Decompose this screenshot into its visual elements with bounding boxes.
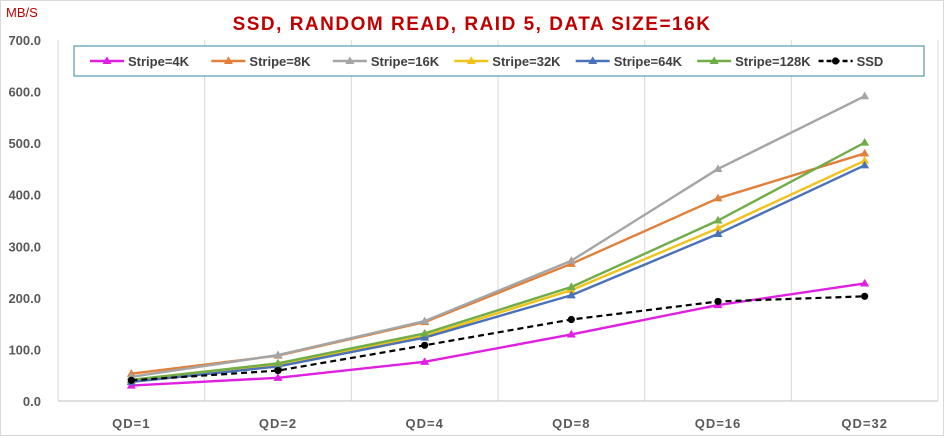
- y-tick-label: 200.0: [8, 291, 41, 306]
- chart-title: SSD, RANDOM READ, RAID 5, DATA SIZE=16K: [233, 14, 712, 35]
- x-tick-label: QD=16: [695, 416, 742, 431]
- legend-label: Stripe=64K: [614, 54, 683, 69]
- data-point: [713, 164, 723, 172]
- data-point: [860, 148, 870, 157]
- data-point: [420, 316, 430, 325]
- legend-label: Stripe=128K: [735, 54, 811, 69]
- axes: 0.0 100.0 200.0 300.0 400.0 500.0 600.0 700.0 QD…: [8, 33, 938, 431]
- legend-label: Stripe=32K: [492, 54, 561, 69]
- grid-lines: [57, 40, 939, 401]
- legend-item: Stripe=64K: [575, 54, 683, 69]
- legend-swatch-marker: [831, 57, 840, 65]
- data-point: [274, 366, 282, 375]
- y-tick-label: 700.0: [8, 33, 41, 48]
- data-point: [714, 297, 722, 306]
- legend-swatch-marker: [466, 56, 476, 65]
- y-tick-label: 300.0: [8, 239, 41, 254]
- legend-item: SSD: [818, 54, 884, 69]
- series-line: [131, 159, 866, 382]
- legend: Stripe=4K Stripe=8K Stripe=16K Stripe=32K St…: [73, 45, 925, 77]
- legend-label: Stripe=4K: [128, 54, 190, 69]
- x-tick-label: QD=1: [112, 416, 150, 431]
- series-ssd: [127, 292, 869, 384]
- legend-swatch-marker: [345, 56, 355, 65]
- series-line: [131, 295, 865, 382]
- data-point: [420, 332, 430, 341]
- y-tick-label: 600.0: [8, 85, 41, 100]
- y-tick-label: 0.0: [23, 394, 41, 409]
- y-axis-unit-label: MB/S: [6, 5, 38, 20]
- series-lines: [126, 91, 870, 389]
- legend-swatch-marker: [588, 56, 598, 65]
- x-tick-label: QD=32: [841, 416, 888, 431]
- y-tick-label: 500.0: [8, 136, 41, 151]
- data-point: [273, 373, 283, 381]
- data-point: [860, 91, 870, 100]
- data-point: [273, 350, 283, 359]
- legend-swatch-marker: [709, 56, 719, 65]
- data-point: [860, 138, 870, 146]
- legend-item: Stripe=32K: [454, 54, 561, 69]
- data-point: [860, 156, 870, 164]
- legend-item: Stripe=16K: [332, 54, 440, 69]
- data-point: [860, 278, 870, 287]
- legend-swatch-marker: [223, 56, 233, 65]
- data-point: [421, 341, 429, 349]
- y-tick-label: 100.0: [8, 342, 41, 357]
- data-point: [566, 329, 576, 338]
- legend-item: Stripe=128K: [697, 54, 811, 69]
- data-point: [566, 290, 576, 299]
- y-tick-label: 400.0: [8, 188, 41, 203]
- data-point: [713, 229, 723, 237]
- legend-swatch-marker: [102, 56, 112, 65]
- legend-label: Stripe=8K: [249, 54, 311, 69]
- series-line: [131, 282, 865, 387]
- legend-item: Stripe=4K: [90, 54, 190, 69]
- data-point: [713, 193, 723, 202]
- data-point: [127, 376, 135, 384]
- data-point: [273, 358, 283, 367]
- data-point: [861, 292, 869, 300]
- data-point: [567, 315, 575, 324]
- series-stripe-16k: [126, 91, 870, 380]
- x-tick-label: QD=8: [552, 416, 590, 431]
- data-point: [566, 282, 576, 291]
- legend-label: SSD: [857, 54, 884, 69]
- data-point: [713, 215, 723, 224]
- x-tick-label: QD=2: [259, 416, 297, 431]
- series-line: [131, 164, 866, 384]
- data-point: [420, 357, 430, 365]
- data-point: [713, 223, 723, 232]
- data-point: [420, 328, 430, 337]
- x-tick-label: QD=4: [406, 416, 444, 431]
- data-point: [860, 160, 870, 169]
- legend-label: Stripe=16K: [371, 54, 440, 69]
- series-line: [131, 141, 866, 382]
- legend-item: Stripe=8K: [211, 54, 311, 69]
- data-point: [566, 256, 576, 264]
- series-line: [131, 95, 866, 378]
